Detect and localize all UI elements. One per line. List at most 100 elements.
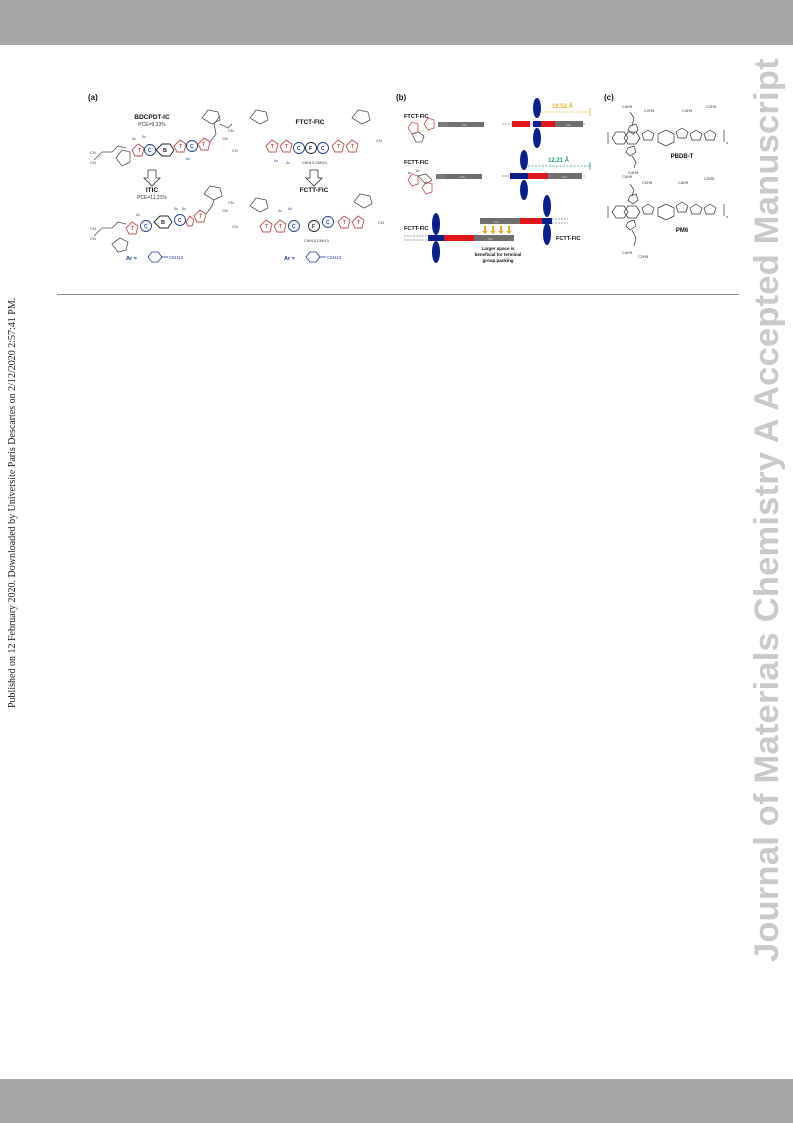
b-dist2: 12.21 Å	[548, 157, 570, 164]
b-fic-5: FIC	[488, 237, 494, 241]
pbdbt-chain-3: C4H9	[682, 108, 693, 113]
mol3-ring-t2: T	[285, 144, 288, 150]
polymer-pm6: C4H9 C2H5 C4H9 C2H5 n C4H9 C2H5 PM6	[607, 174, 728, 259]
mol1-cn-4: CN	[222, 136, 228, 141]
mol3-ring-t1: T	[271, 144, 274, 150]
b-fic-4: FIC	[562, 175, 568, 179]
mol4-ring-t1: T	[265, 224, 268, 230]
mol3-chain: C6H13 C6H13	[302, 161, 327, 165]
mol2-pce: PCE=11.21%	[137, 195, 167, 201]
publication-note-text: Published on 12 February 2020. Downloade…	[7, 297, 18, 708]
mol1-pce: PCE=9.33%	[138, 122, 166, 128]
mol1-cn-2: CN	[90, 160, 96, 165]
mol2-cn-2: CN	[90, 236, 96, 241]
ar-label-left: Ar =	[126, 256, 137, 262]
pbdbt-n: n	[726, 140, 728, 145]
pbdbt-chain-5: C4H9	[628, 170, 639, 175]
pm6-n: n	[726, 214, 728, 219]
figure-graphic: (a) BDCPDT-IC PCE=9.33% CN CN T T C B C …	[88, 93, 728, 263]
ar-sub-left: C6H13	[169, 255, 184, 260]
panel-b-ftct: FTCT-FIC FIC FIC 10.52 Å	[404, 98, 591, 148]
b-fic-6: FIC	[494, 220, 500, 224]
panel-b-label: (b)	[396, 93, 407, 102]
mol4-cn-1: CN	[232, 224, 238, 229]
ar-label-right: Ar =	[284, 256, 295, 262]
polymer2-name: PM6	[676, 228, 689, 234]
panel-a-label: (a)	[88, 93, 98, 102]
b-fic-3: FIC	[460, 175, 466, 179]
pbdbt-chain-1: C4H9	[622, 104, 633, 109]
mol1-ring-b: B	[163, 148, 167, 154]
molecule-ftct-fic: FTCT-FIC CN CN T T T T C F C Ar Ar C6H13…	[232, 109, 382, 165]
journal-watermark-text: Journal of Materials Chemistry A Accepte…	[748, 58, 786, 962]
caption-divider	[57, 294, 739, 295]
panel-b-fctt: FCTT-FIC Ar Ar FIC FIC 12.21 Å	[404, 150, 591, 200]
mol4-ring-c2: C	[326, 220, 330, 226]
arrow-down-icon	[305, 169, 323, 187]
mol3-ring-c1: C	[297, 146, 301, 152]
mol1-ring-c1: C	[148, 148, 152, 154]
pbdbt-chain-4: C2H5	[706, 104, 717, 109]
mol2-ring-c1: C	[144, 224, 148, 230]
mol4-ar-2: Ar	[288, 206, 293, 211]
mol4-cn-2: CN	[378, 220, 384, 225]
mol1-ring-c2: C	[190, 144, 194, 150]
mol2-cn-3: CN	[228, 200, 234, 205]
mol3-name: FTCT-FIC	[296, 119, 325, 126]
pm6-chain-4: C2H5	[704, 176, 715, 181]
journal-watermark: Journal of Materials Chemistry A Accepte…	[746, 58, 793, 964]
mol3-ar-1: Ar	[274, 158, 279, 163]
panel-c-label: (c)	[604, 93, 614, 102]
b-mol3-left: FCTT-FIC	[404, 226, 428, 232]
b-ar-2: Ar	[416, 169, 420, 173]
mol2-cn-1: CN	[90, 226, 96, 231]
mol4-ring-c1: C	[292, 224, 296, 230]
figure: (a) BDCPDT-IC PCE=9.33% CN CN T T C B C …	[82, 88, 742, 270]
mol2-ar-1: Ar	[136, 212, 141, 217]
pm6-chain-3: C4H9	[678, 180, 689, 185]
molecule-fctt-fic: FCTT-FIC CN CN T T T T C F C Ar Ar C6H13…	[232, 187, 384, 243]
mol2-ring-b: B	[161, 220, 165, 226]
mol1-ar-1: Ar	[132, 136, 137, 141]
mol4-name: FCTT-FIC	[300, 187, 329, 194]
b-fic-1: FIC	[462, 123, 468, 127]
mol1-cn-1: CN	[90, 150, 96, 155]
polymer-pbdb-t: C4H9 C2H5 C4H9 C2H5 n C4H9 PBDB-T	[607, 104, 728, 175]
ar-sub-right: C6H13	[327, 255, 342, 260]
mol3-ring-t4: T	[351, 144, 354, 150]
mol3-cn-1: CN	[232, 148, 238, 153]
b-mol2-name: FCTT-FIC	[404, 160, 428, 166]
mol2-ring-c2: C	[178, 218, 182, 224]
mol2-ring-t2: T	[199, 214, 202, 220]
b-note-1: Larger space is	[481, 246, 515, 251]
mol3-ring-c2: C	[321, 146, 325, 152]
ar-definition-left: Ar = C6H13	[126, 251, 184, 263]
pm6-chain-2: C2H5	[642, 180, 653, 185]
mol3-ring-t3: T	[337, 144, 340, 150]
mol1-ring-t1: T	[138, 148, 141, 154]
mol4-ar-1: Ar	[278, 208, 283, 213]
b-fic-2: FIC	[566, 123, 572, 127]
mol1-name: BDCPDT-IC	[134, 114, 170, 121]
pm6-chain-6: C2H5	[638, 254, 649, 259]
molecule-itic: ITIC PCE=11.21% CN CN T T C B C Ar Ar Ar…	[90, 185, 234, 253]
mol1-ring-t2: T	[179, 144, 182, 150]
mol2-name: ITIC	[146, 187, 159, 194]
mol4-ring-t4: T	[357, 220, 360, 226]
arrow-down-icon	[143, 169, 161, 187]
b-ar-1: Ar	[408, 171, 412, 175]
mol2-ring-t1: T	[131, 226, 134, 232]
mol3-cn-2: CN	[376, 138, 382, 143]
panel-b-packing: FCTT-FIC FIC FIC FCTT-FIC Larger space i…	[404, 195, 580, 263]
mol4-ring-f: F	[312, 224, 315, 230]
pm6-chain-5: C4H9	[622, 250, 633, 255]
mol1-cn-3: CN	[228, 128, 234, 133]
b-mol1-name: FTCT-FIC	[404, 114, 428, 120]
b-dist1: 10.52 Å	[552, 103, 574, 110]
mol2-ar-3: Ar	[182, 206, 187, 211]
mol3-ar-2: Ar	[286, 160, 291, 165]
pm6-chain-1: C4H9	[622, 174, 633, 179]
mol3-ring-f: F	[309, 146, 312, 152]
mol4-ring-t3: T	[343, 220, 346, 226]
mol1-ring-t3: T	[202, 142, 205, 148]
